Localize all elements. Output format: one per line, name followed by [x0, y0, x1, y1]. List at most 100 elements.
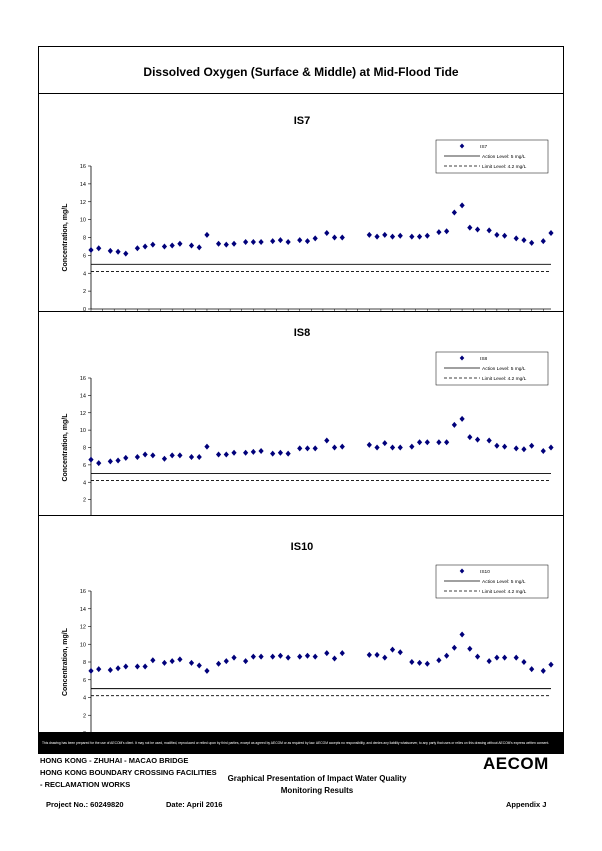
data-point [374, 444, 380, 451]
data-point [548, 230, 554, 237]
data-point [529, 442, 535, 449]
data-point [494, 442, 500, 449]
data-point [243, 658, 249, 665]
data-point [459, 202, 465, 209]
data-point [459, 415, 465, 422]
data-point [424, 232, 430, 239]
data-point [366, 651, 372, 658]
data-point [115, 457, 121, 464]
data-point [451, 209, 457, 216]
legend-label: IS10 [480, 569, 490, 575]
data-point [474, 226, 481, 233]
legend: IS7 Action Level: 5 mg/L Limit Level: 4.2 … [435, 139, 549, 174]
data-point [382, 654, 388, 661]
data-point [409, 659, 415, 665]
data-point [374, 233, 380, 240]
data-point [161, 455, 168, 462]
data-point [88, 247, 94, 254]
data-point [215, 451, 222, 458]
chart-panel-is10: IS100246810121416Concentration, mg/L12/2… [39, 515, 563, 733]
data-point [270, 238, 276, 245]
y-tick-label: 16 [80, 164, 86, 170]
data-point [324, 230, 330, 237]
legend-label: Action Level: 5 mg/L [482, 366, 526, 372]
data-point [444, 439, 450, 446]
data-point [150, 241, 156, 248]
y-tick-label: 4 [83, 480, 86, 486]
y-tick-label: 16 [80, 589, 86, 595]
data-point [285, 238, 291, 245]
data-point [513, 654, 519, 661]
y-tick-label: 14 [80, 607, 86, 613]
data-point [169, 452, 175, 459]
data-point [142, 243, 148, 250]
data-point [161, 243, 168, 250]
data-point [96, 460, 102, 467]
data-point [540, 667, 546, 674]
y-tick-label: 2 [83, 713, 86, 719]
footer-appendix: Appendix J [506, 800, 547, 809]
data-point [123, 250, 129, 257]
data-point [444, 652, 450, 659]
y-tick-label: 0 [83, 307, 86, 312]
y-axis-title: Concentration, mg/L [62, 627, 69, 696]
legend-label: Limit Level: 4.2 mg/L [482, 589, 527, 595]
data-point [424, 660, 430, 667]
data-point [231, 449, 237, 456]
data-point [258, 653, 264, 660]
data-point [142, 451, 148, 458]
y-tick-label: 4 [83, 696, 86, 702]
data-point [312, 235, 318, 242]
chart-title: IS8 [294, 327, 311, 339]
y-axis-title: Concentration, mg/L [62, 203, 69, 272]
data-point [389, 444, 396, 451]
footer-description-line1: Graphical Presentation of Impact Water Q… [227, 774, 407, 783]
disclaimer-bar: This drawing has been prepared for the u… [39, 732, 563, 754]
legend: IS8 Action Level: 5 mg/L Limit Level: 4.2 … [435, 351, 549, 386]
data-point [150, 657, 156, 664]
legend-label: IS8 [480, 356, 488, 362]
data-point [285, 450, 291, 457]
y-tick-label: 2 [83, 498, 86, 504]
y-tick-label: 14 [80, 393, 86, 399]
data-point [389, 646, 396, 653]
data-point [215, 240, 222, 247]
legend-label: Limit Level: 4.2 mg/L [482, 376, 527, 382]
data-point [88, 667, 94, 674]
data-point [331, 655, 338, 662]
data-point [250, 448, 256, 455]
data-point [486, 658, 492, 665]
data-point [494, 231, 500, 238]
data-point [467, 645, 473, 652]
data-point [424, 439, 430, 446]
data-point [436, 657, 442, 664]
data-point [204, 443, 210, 450]
data-point [502, 443, 508, 450]
data-point [115, 665, 121, 672]
data-point [258, 447, 264, 454]
data-point [277, 652, 284, 659]
data-point [366, 441, 372, 448]
data-point [250, 238, 256, 245]
data-point [366, 231, 372, 238]
data-point [231, 654, 237, 661]
aecom-logo: AECOM [483, 754, 549, 773]
data-point [177, 656, 183, 663]
footer-project-line1: HONG KONG - ZHUHAI - MACAO BRIDGE [40, 756, 189, 765]
data-point [161, 659, 168, 666]
data-point [467, 224, 473, 231]
data-point [540, 238, 546, 245]
data-point [134, 245, 140, 252]
data-point [459, 631, 465, 638]
footer-project-number: Project No.: 60249820 [46, 800, 124, 809]
data-point [243, 449, 249, 456]
legend-label: Action Level: 5 mg/L [482, 579, 526, 585]
data-point [486, 437, 492, 444]
data-point [297, 237, 303, 244]
y-tick-label: 2 [83, 289, 86, 295]
y-tick-label: 8 [83, 236, 86, 242]
data-point [150, 452, 156, 459]
data-point [304, 445, 311, 452]
data-point [474, 436, 481, 443]
data-point [204, 231, 210, 238]
